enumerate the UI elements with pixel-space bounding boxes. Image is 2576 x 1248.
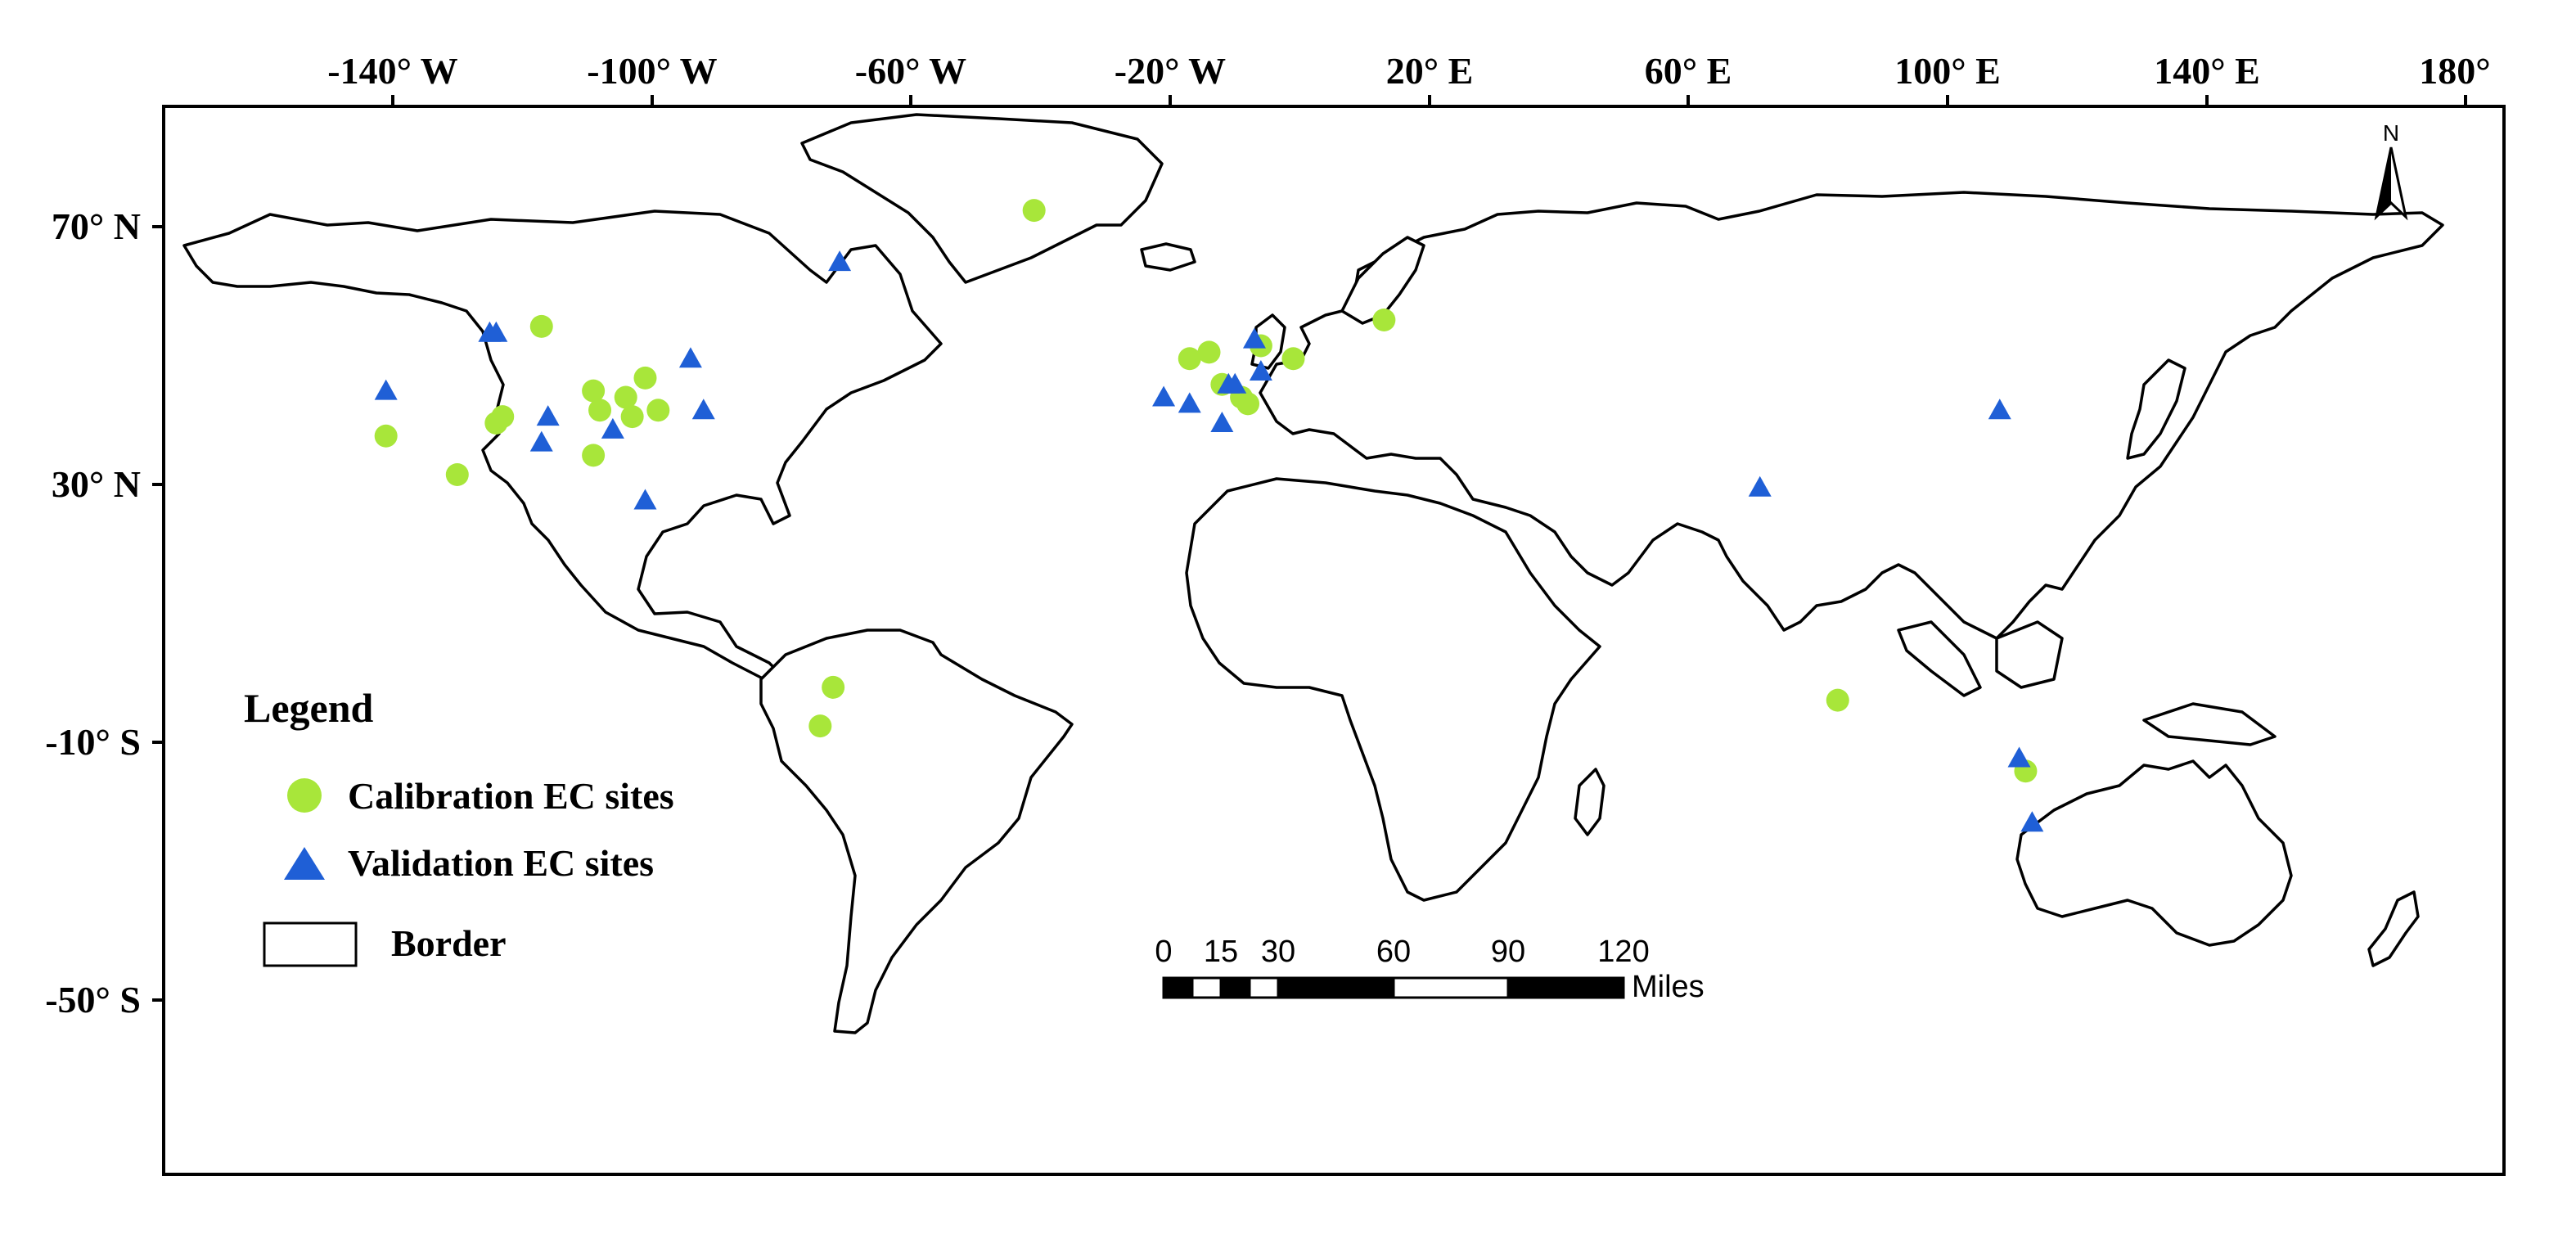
legend: Legend Calibration EC sites Validation E… [244,685,674,967]
north-america-outline [182,210,943,681]
calibration-site-marker [633,366,657,390]
north-arrow: N [2374,120,2408,221]
calibration-site-marker [822,675,845,699]
lat-label: 30° N [52,463,141,505]
validation-site-marker [2007,746,2031,768]
lon-label: -140° W [327,50,457,92]
lon-label: 140° E [2154,50,2260,92]
scale-tick: 120 [1597,935,1649,969]
validation-site-marker [828,250,852,272]
lon-label: -20° W [1115,50,1226,92]
validation-site-marker [536,405,560,426]
iceland-outline [1140,242,1196,272]
calibration-site-marker [620,405,644,429]
validation-site-marker [2020,811,2044,832]
top-axis: -140° W -100° W -60° W -20° W 20° E 60° … [327,50,2491,106]
validation-site-marker [1249,360,1272,381]
validation-site-marker [601,417,624,439]
lon-label: 180° [2419,50,2490,92]
validation-site-marker [1152,385,1176,407]
scale-tick: 0 [1155,935,1172,969]
lon-label: 60° E [1645,50,1732,92]
validation-site-marker [1178,392,1201,413]
calibration-site-marker [582,444,606,467]
borneo-outline [1995,620,2064,689]
eurasia-outline [1259,191,2444,640]
calibration-site-marker [582,379,606,403]
calibration-site-marker [1281,347,1305,371]
africa-outline [1185,477,1601,902]
calibration-site-marker [646,399,670,422]
calibration-site-marker [529,314,553,338]
scale-tick: 15 [1204,935,1238,969]
sumatra-outline [1897,620,1982,697]
coastlines [182,113,2444,1034]
calibration-site-marker [1372,309,1396,331]
validation-site-marker [1210,412,1234,432]
left-axis: 70° N 30° N -10° S -50° S [45,205,164,1020]
new-zealand-outline [2367,890,2420,967]
madagascar-outline [1574,768,1605,836]
scale-bar: 0 15 30 60 90 120 Miles [1155,935,1704,1004]
validation-site-marker [374,379,398,400]
scale-tick: 90 [1491,935,1525,969]
lat-label: -50° S [45,979,141,1020]
legend-border-label: Border [391,922,507,964]
south-america-outline [759,629,1074,1034]
calibration-site-marker [1197,340,1221,364]
australia-outline [2015,759,2293,947]
calibration-site-marker [614,385,637,409]
validation-site-marker [678,347,702,368]
validation-site-marker [484,321,508,342]
scale-unit: Miles [1632,970,1705,1004]
lon-label: 100° E [1894,50,2001,92]
legend-validation-label: Validation EC sites [348,842,654,884]
calibration-sites-layer [374,199,2038,783]
greenland-outline [800,113,1164,284]
legend-title: Legend [244,685,374,731]
validation-site-marker [1988,399,2011,420]
validation-site-marker [691,399,715,420]
validation-sites-layer [374,250,2044,832]
validation-site-marker [529,430,553,452]
validation-site-marker [633,489,657,510]
calibration-site-marker [1022,199,1046,223]
calibration-site-marker [1826,688,1849,712]
lon-label: -100° W [587,50,717,92]
calibration-site-marker [1178,347,1201,371]
lat-label: -10° S [45,721,141,763]
validation-site-marker [1748,475,1772,497]
validation-site-marker [1242,327,1266,349]
scale-tick: 30 [1261,935,1295,969]
calibration-site-marker [491,405,515,429]
calibration-site-marker [588,399,612,422]
lat-label: 70° N [52,205,141,247]
lon-label: -60° W [855,50,966,92]
validation-legend-icon [284,847,325,880]
calibration-site-marker [445,463,469,486]
japan-outline [2126,358,2186,460]
validation-site-marker [1223,372,1247,394]
calibration-site-marker [1236,392,1260,416]
calibration-site-marker [374,424,398,448]
border-legend-icon [263,921,358,967]
lon-label: 20° E [1386,50,1474,92]
north-label: N [2383,120,2399,146]
scale-tick: 60 [1376,935,1411,969]
legend-calibration-label: Calibration EC sites [348,775,674,817]
new-guinea-outline [2142,702,2277,746]
calibration-site-marker [808,714,832,738]
calibration-legend-icon [287,778,322,813]
